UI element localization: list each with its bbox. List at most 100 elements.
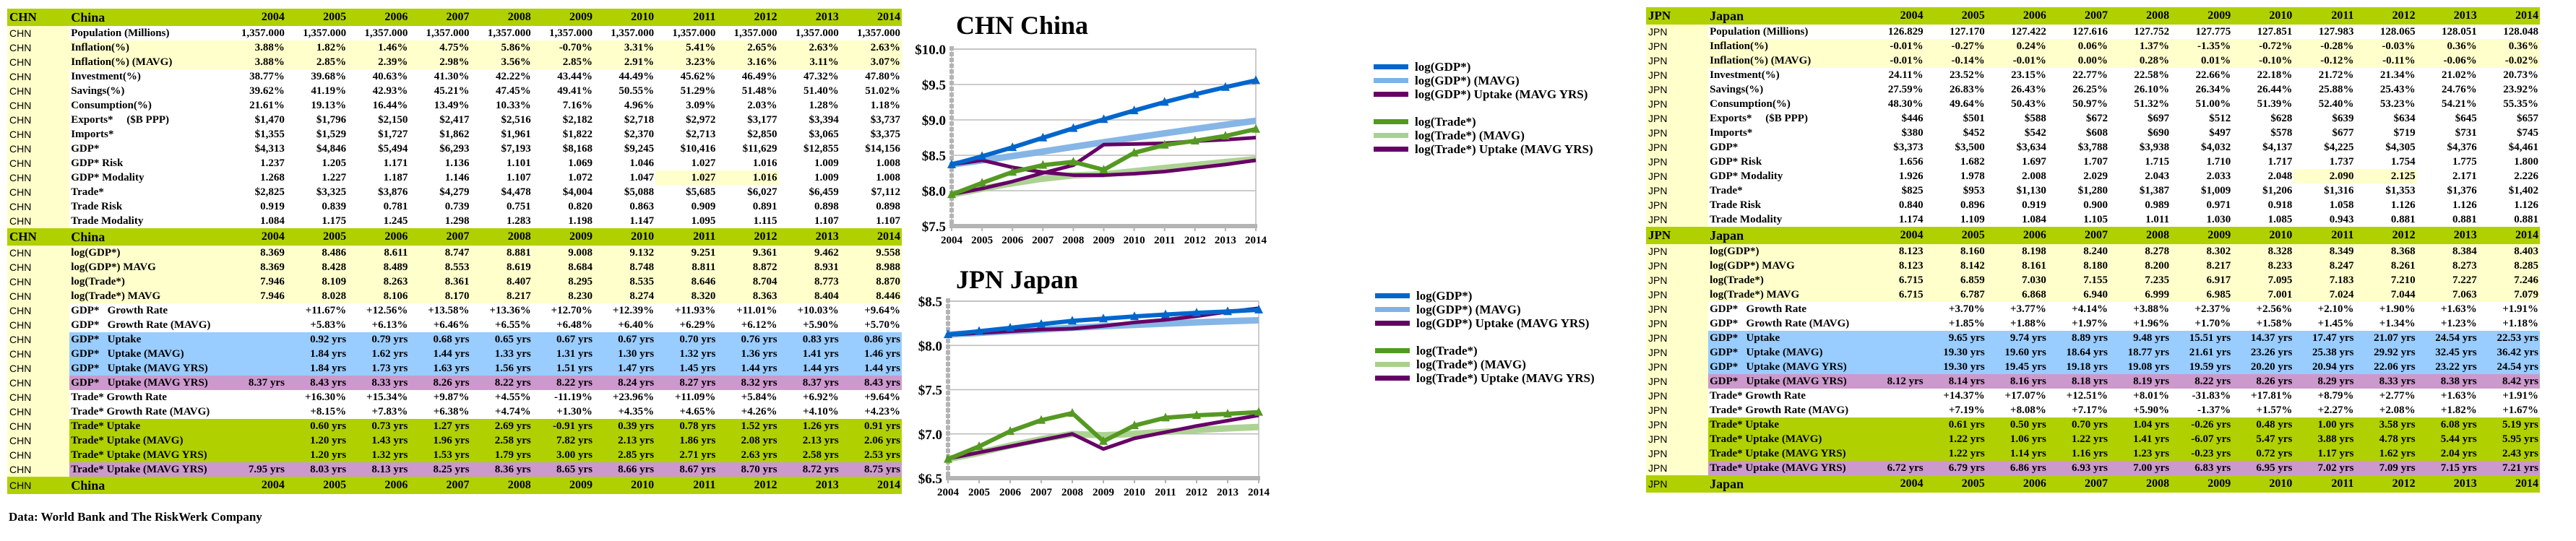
row-value: $3,065	[778, 127, 840, 142]
row-value: 9.558	[840, 246, 902, 260]
row-value: 8.22 yrs	[532, 376, 594, 390]
country-code: JPN	[1646, 475, 1709, 493]
row-value	[1863, 403, 1925, 417]
row-value: 9.48 yrs	[2108, 331, 2171, 345]
data-point-marker	[1160, 97, 1169, 106]
row-value: +8.79%	[2293, 389, 2356, 403]
row-value: 47.32%	[778, 69, 840, 84]
country-code: JPN	[1646, 302, 1709, 316]
row-value: $501	[1924, 111, 1986, 126]
x-tick-label: 2005	[968, 487, 990, 498]
row-value	[224, 318, 286, 332]
row-value: 1.126	[2355, 198, 2417, 212]
row-value: 17.47 yrs	[2293, 331, 2356, 345]
row-value: 6.93 yrs	[2047, 461, 2109, 475]
table-row: JPN Exports* ($B PPP) $446 $501 $588 $672 $697…	[1646, 111, 2540, 126]
row-value: 8.274	[593, 289, 656, 303]
row-value: 8.704	[717, 274, 779, 289]
row-value: 25.38 yrs	[2293, 345, 2356, 360]
legend-label: log(Trade*)	[1415, 114, 1476, 129]
country-code: JPN	[1646, 39, 1709, 53]
row-value: -0.02%	[2478, 53, 2540, 68]
table-row: CHN Trade* Uptake 0.60 yrs 0.73 yrs 1.27 yrs…	[7, 419, 902, 433]
year-header: 2008	[470, 9, 533, 26]
row-value: +6.48%	[532, 318, 594, 332]
row-value: +8.01%	[2108, 389, 2171, 403]
row-value: 1.707	[2047, 155, 2109, 169]
row-value: 0.943	[2293, 212, 2356, 227]
row-value: -0.91 yrs	[532, 419, 594, 433]
row-value: -0.10%	[2232, 53, 2294, 68]
row-value: -0.27%	[1924, 39, 1986, 53]
row-value: +1.30%	[532, 404, 594, 419]
country-code: CHN	[7, 332, 70, 347]
table-header-row: CHN China 2004 2005 2006 2007 2008 2009 2010 2011…	[7, 9, 902, 26]
data-point-marker	[1161, 412, 1170, 422]
row-value: 0.65 yrs	[470, 332, 533, 347]
country-name: Japan	[1708, 7, 1864, 25]
legend-item: log(GDP*)	[1374, 60, 1593, 74]
row-value: 0.891	[717, 199, 779, 214]
row-value: $745	[2478, 126, 2540, 140]
legend-item: log(GDP*) (MAVG)	[1374, 74, 1593, 87]
country-code: CHN	[7, 274, 70, 289]
row-value: +11.93%	[655, 303, 718, 318]
country-name: China	[69, 9, 225, 26]
row-value	[224, 303, 286, 318]
row-value: 1.174	[1863, 212, 1925, 227]
x-tick-label: 2012	[1186, 487, 1207, 498]
row-label: GDP* Uptake	[1708, 331, 1864, 345]
row-value: 19.18 yrs	[2047, 360, 2109, 374]
row-label: Trade* Uptake	[69, 419, 225, 433]
x-tick-label: 2007	[1030, 487, 1053, 498]
row-value: 1.008	[840, 170, 902, 185]
country-code: CHN	[7, 214, 70, 228]
row-value: 6.86 yrs	[1986, 461, 2048, 475]
data-point-marker	[1129, 105, 1139, 115]
row-label: GDP* Modality	[69, 170, 225, 185]
data-point-marker	[1220, 131, 1230, 140]
year-header: 2006	[1986, 475, 2048, 493]
row-value: 8.489	[348, 260, 410, 274]
x-tick-label: 2012	[1184, 235, 1206, 246]
table-row: CHN log(GDP*) MAVG 8.369 8.428 8.489 8.553 8.6…	[7, 260, 902, 274]
country-code: JPN	[1646, 169, 1709, 183]
row-label: Trade* Growth Rate	[1708, 389, 1864, 403]
country-code: CHN	[7, 199, 70, 214]
country-code: JPN	[1646, 82, 1709, 97]
row-value: 3.88 yrs	[2293, 432, 2356, 446]
row-label: Trade* Uptake (MAVG)	[1708, 432, 1864, 446]
row-value: 8.872	[717, 260, 779, 274]
country-code: JPN	[1646, 432, 1709, 446]
row-value: 7.946	[224, 289, 286, 303]
legend-item: log(Trade*) (MAVG)	[1375, 358, 1595, 371]
country-code: JPN	[1646, 259, 1709, 273]
row-value: 0.739	[409, 199, 471, 214]
country-code: JPN	[1646, 331, 1709, 345]
row-value: 8.142	[1924, 259, 1986, 273]
data-point-marker	[1254, 407, 1263, 416]
row-value: $3,876	[348, 185, 410, 199]
row-value: 0.839	[285, 199, 348, 214]
row-value: 0.70 yrs	[2047, 417, 2109, 432]
year-header: 2012	[2355, 7, 2417, 25]
row-value: 128.048	[2478, 25, 2540, 39]
year-header: 2014	[840, 9, 902, 26]
row-value: 2.043	[2108, 169, 2171, 183]
row-label: log(GDP*) MAVG	[69, 260, 225, 274]
year-header: 2011	[2293, 475, 2356, 493]
table-row: JPN Inflation(%) -0.01% -0.27% 0.24% 0.06% 1.3…	[1646, 39, 2540, 53]
row-value: 8.349	[2293, 244, 2356, 259]
country-code: JPN	[1646, 126, 1709, 140]
row-value: 23.52%	[1924, 68, 1986, 82]
row-value: 8.931	[778, 260, 840, 274]
row-value: +17.07%	[1986, 389, 2048, 403]
row-value: 8.27 yrs	[655, 376, 718, 390]
row-value: 1.800	[2478, 155, 2540, 169]
row-value: $1,796	[285, 113, 348, 127]
country-code: JPN	[1646, 316, 1709, 331]
row-value: 8.748	[593, 260, 656, 274]
row-value: 8.240	[2047, 244, 2109, 259]
row-value: 1.016	[717, 156, 779, 170]
country-code: CHN	[7, 477, 70, 494]
